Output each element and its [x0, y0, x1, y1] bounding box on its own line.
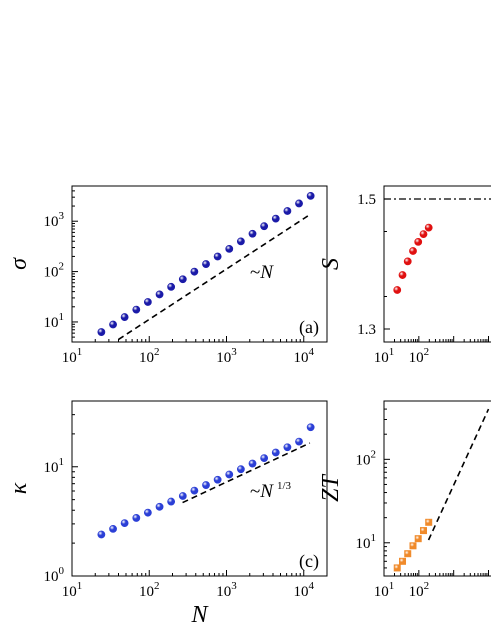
- data-point: [404, 550, 412, 558]
- y-tick-label: 102: [356, 448, 377, 468]
- data-point: [97, 328, 106, 336]
- data-point: [419, 230, 428, 238]
- x-axis-label: N: [190, 602, 209, 628]
- data-point: [143, 508, 152, 517]
- data-point: [271, 448, 280, 457]
- scaling-annotation: ~N: [250, 262, 274, 283]
- data-point: [295, 437, 303, 446]
- scaling-annotation: ~N 1/3: [250, 480, 292, 502]
- data-point: [213, 252, 222, 261]
- data-point: [236, 465, 245, 474]
- panel-d: 101 102 101 102 ZT: [318, 400, 491, 600]
- data-point: [283, 443, 292, 452]
- data-point: [167, 282, 176, 291]
- data-point: [425, 518, 433, 526]
- plot-frame: [71, 185, 328, 343]
- x-tick-label: 102: [139, 346, 160, 366]
- scaling-guide-line: [427, 408, 490, 541]
- y-axis-label: ZT: [318, 474, 344, 502]
- data-point: [155, 290, 164, 299]
- data-point: [213, 475, 222, 484]
- panel-label: (c): [299, 551, 319, 572]
- data-point: [167, 497, 176, 506]
- data-point: [202, 481, 210, 489]
- data-point: [403, 257, 412, 266]
- data-point: [283, 207, 292, 215]
- scaling-guide-line: [118, 213, 311, 341]
- y-tick-label: 102: [44, 261, 65, 281]
- x-tick-label: 101: [62, 346, 83, 366]
- data-point: [306, 191, 315, 200]
- data-point: [248, 229, 257, 238]
- data-point: [248, 459, 257, 468]
- data-point: [120, 313, 129, 321]
- data-point: [414, 237, 423, 246]
- x-tick-label: 102: [139, 580, 160, 600]
- data-point: [260, 454, 269, 463]
- data-point: [236, 237, 245, 246]
- data-point: [260, 222, 269, 231]
- y-tick-label: 1.5: [357, 192, 376, 208]
- y-axis-label: σ: [6, 257, 32, 270]
- data-point: [178, 492, 187, 500]
- data-point: [414, 535, 422, 543]
- data-point: [295, 199, 303, 208]
- plot-frame: [383, 400, 491, 577]
- data-point: [132, 305, 141, 314]
- y-tick-label: 101: [44, 456, 65, 476]
- x-tick-label: 101: [374, 580, 395, 600]
- data-point: [190, 486, 199, 495]
- x-tick-label: 103: [216, 346, 237, 366]
- y-tick-label: 101: [356, 532, 377, 552]
- plot-frame: [71, 400, 328, 577]
- y-axis-label: S: [318, 258, 344, 270]
- data-point: [155, 502, 164, 511]
- y-axis-label: κ: [6, 482, 32, 494]
- scaling-guide-line: [182, 442, 311, 504]
- data-point: [109, 320, 117, 329]
- y-tick-label: 101: [44, 311, 65, 331]
- data-point: [398, 271, 407, 279]
- data-point: [409, 542, 417, 550]
- data-point: [419, 527, 427, 535]
- data-point: [393, 564, 401, 572]
- data-point: [178, 275, 187, 284]
- data-point: [271, 214, 280, 223]
- plot-frame: [383, 185, 491, 343]
- data-point: [225, 470, 234, 479]
- data-point: [202, 260, 210, 268]
- panel-label: (a): [299, 317, 319, 338]
- y-tick-label: 1.3: [357, 322, 376, 338]
- x-tick-label: 102: [409, 580, 430, 600]
- data-point: [393, 286, 402, 294]
- data-point: [190, 267, 199, 276]
- data-point: [132, 514, 141, 522]
- x-tick-label: 104: [293, 580, 314, 600]
- data-point: [120, 519, 129, 527]
- panel-a: 101 102 103 104 101 102 103 σ ~N (a): [6, 185, 328, 366]
- data-point: [424, 223, 433, 232]
- y-tick-label: 103: [44, 210, 65, 230]
- x-tick-label: 102: [409, 346, 430, 366]
- y-tick-label: 100: [44, 565, 65, 585]
- data-point: [109, 524, 117, 533]
- data-point: [225, 245, 234, 253]
- x-tick-label: 103: [216, 580, 237, 600]
- x-tick-label: 101: [62, 580, 83, 600]
- x-tick-label: 104: [293, 346, 314, 366]
- x-tick-label: 101: [374, 346, 395, 366]
- data-point: [409, 247, 417, 255]
- data-point: [97, 530, 106, 539]
- data-point: [399, 557, 407, 565]
- data-point: [143, 298, 152, 306]
- data-point: [306, 423, 315, 432]
- panel-b: 101 102 1.3 1.5 S: [318, 185, 491, 366]
